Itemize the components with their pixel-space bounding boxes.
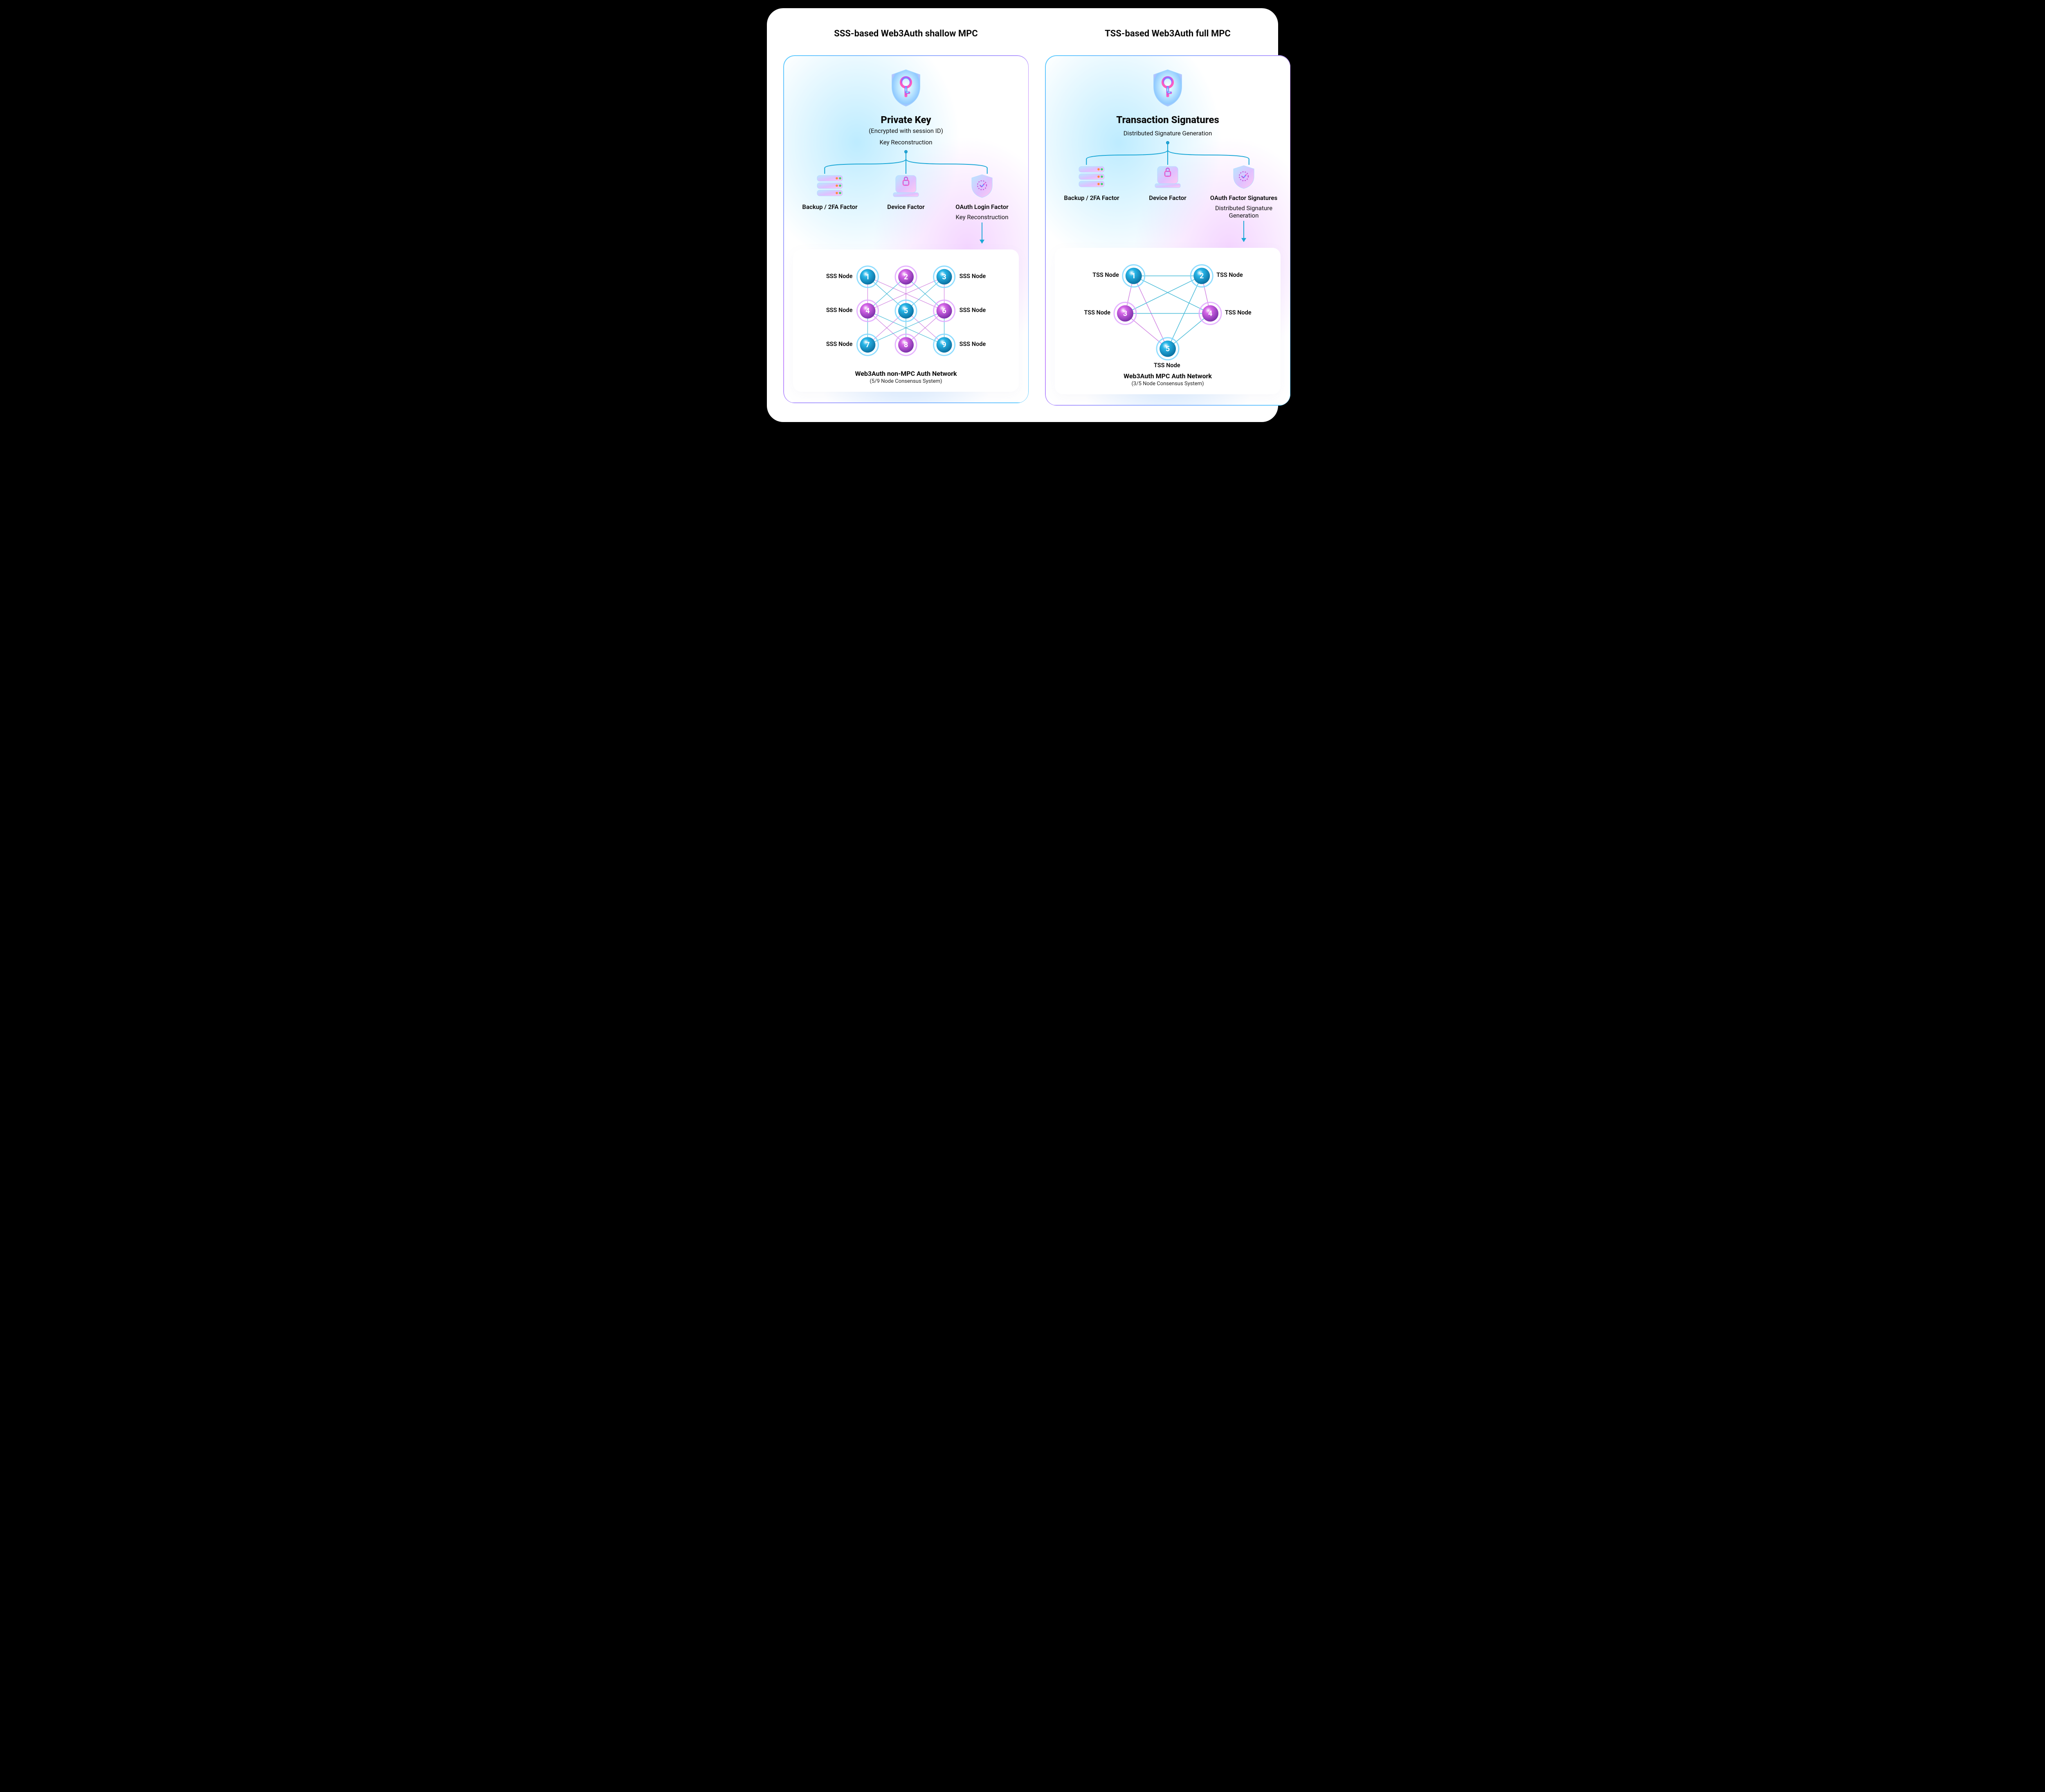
node-label: SSS Node: [826, 307, 853, 314]
svg-text:4: 4: [865, 307, 870, 315]
bracket-label: Key Reconstruction: [879, 139, 932, 146]
factor-2: OAuth Factor Signatures Distributed Sign…: [1207, 164, 1281, 244]
svg-text:5: 5: [904, 307, 908, 315]
svg-text:3: 3: [942, 273, 946, 281]
svg-text:2: 2: [1200, 272, 1204, 280]
node-label: TSS Node: [1092, 272, 1119, 278]
left-panel: Private Key(Encrypted with session ID) Ke…: [783, 55, 1029, 403]
node-label: SSS Node: [826, 341, 853, 348]
factors-row: Backup / 2FA Factor Device Factor: [793, 173, 1019, 245]
server-icon: [815, 173, 845, 199]
node-label: TSS Node: [1225, 309, 1252, 316]
svg-text:5: 5: [1166, 345, 1170, 353]
left-title: SSS-based Web3Auth shallow MPC: [834, 29, 978, 39]
svg-text:9: 9: [942, 341, 946, 349]
svg-text:4: 4: [1208, 309, 1212, 318]
main-label: Private Key: [881, 114, 931, 126]
node-label: SSS Node: [826, 273, 853, 280]
factor-label: Device Factor: [887, 203, 924, 211]
network-graph: 1 2 3 4 5 TSS Node TSS Node TSS Node TSS Nod…: [1061, 256, 1274, 366]
svg-text:3: 3: [1123, 309, 1127, 318]
diagram-canvas: SSS-based Web3Auth shallow MPC Private K…: [767, 8, 1278, 422]
shield-key-icon: [888, 68, 924, 108]
factor-label: Backup / 2FA Factor: [1064, 194, 1119, 202]
node-label: SSS Node: [960, 341, 986, 348]
factor-0: Backup / 2FA Factor: [793, 173, 867, 245]
network-title: Web3Auth MPC Auth Network: [1124, 372, 1212, 380]
bracket-connector: [793, 150, 1019, 175]
factor-label: Backup / 2FA Factor: [802, 203, 857, 211]
node-label: SSS Node: [960, 307, 986, 314]
node-label: SSS Node: [960, 273, 986, 280]
factor-0: Backup / 2FA Factor: [1055, 164, 1128, 244]
right-column: TSS-based Web3Auth full MPC Transaction …: [1045, 29, 1290, 406]
factor-icon: [1076, 164, 1107, 190]
svg-text:1: 1: [1132, 272, 1136, 280]
down-connector: Key Reconstruction: [955, 213, 1008, 245]
factor-1: Device Factor: [1131, 164, 1205, 244]
network-graph: 1 2 3 4 5 6 7 8 9 SSS Node SSS Node SSS Nod…: [800, 258, 1012, 364]
factor-1: Device Factor: [869, 173, 943, 245]
bracket-label: Distributed Signature Generation: [1124, 130, 1212, 137]
main-sub-label: (Encrypted with session ID): [869, 127, 943, 135]
factor-label: OAuth Factor Signatures: [1210, 194, 1277, 202]
main-shield-icon: [1150, 67, 1186, 108]
device-icon: [891, 173, 921, 199]
right-title: TSS-based Web3Auth full MPC: [1105, 29, 1231, 39]
down-connector-label: Key Reconstruction: [955, 213, 1008, 221]
factor-icon: [1229, 164, 1259, 190]
network-subtitle: (3/5 Node Consensus System): [1131, 381, 1204, 387]
down-connector: Distributed Signature Generation: [1207, 204, 1281, 244]
svg-text:7: 7: [865, 341, 870, 349]
factors-row: Backup / 2FA Factor Device Factor: [1055, 164, 1281, 244]
main-label: Transaction Signatures: [1116, 114, 1219, 126]
network-box: 1 2 3 4 5 TSS Node TSS Node TSS Node TSS Nod…: [1055, 248, 1281, 394]
factor-icon: [815, 173, 845, 199]
svg-text:6: 6: [942, 307, 946, 315]
factor-label: OAuth Login Factor: [955, 203, 1008, 211]
svg-text:1: 1: [865, 273, 870, 281]
left-column: SSS-based Web3Auth shallow MPC Private K…: [783, 29, 1029, 406]
factor-icon: [1153, 164, 1183, 190]
right-panel: Transaction Signatures Distributed Signat…: [1045, 55, 1290, 406]
shield-key-icon: [1150, 68, 1185, 108]
network-title: Web3Auth non-MPC Auth Network: [855, 370, 957, 377]
main-shield-icon: [888, 67, 924, 108]
node-label: TSS Node: [1154, 362, 1180, 369]
factor-icon: [891, 173, 921, 199]
device-icon: [1153, 164, 1183, 190]
shield-check-icon: [1229, 164, 1259, 190]
down-connector-label: Distributed Signature Generation: [1207, 204, 1281, 219]
factor-label: Device Factor: [1149, 194, 1186, 202]
svg-text:8: 8: [904, 341, 908, 349]
node-label: TSS Node: [1216, 272, 1243, 278]
server-icon: [1076, 164, 1107, 190]
factor-icon: [967, 173, 997, 199]
svg-text:2: 2: [904, 273, 908, 281]
bracket-connector: [1055, 141, 1281, 166]
network-subtitle: (5/9 Node Consensus System): [870, 378, 942, 384]
network-box: 1 2 3 4 5 6 7 8 9 SSS Node SSS Node SSS Nod…: [793, 249, 1019, 392]
node-label: TSS Node: [1084, 309, 1110, 316]
shield-check-icon: [967, 173, 997, 199]
factor-2: OAuth Login Factor Key Reconstruction: [945, 173, 1019, 245]
